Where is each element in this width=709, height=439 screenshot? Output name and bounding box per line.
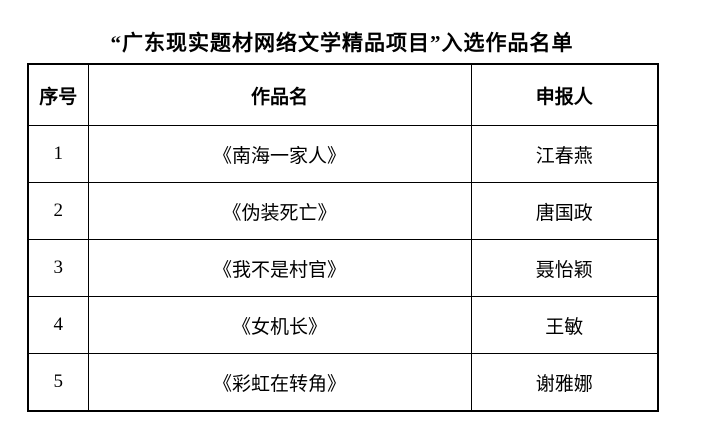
works-table: 序号 作品名 申报人 1 《南海一家人》 江春燕 2 《伪装死亡》 唐国政 3 … <box>27 63 659 412</box>
cell-work-title: 《伪装死亡》 <box>87 182 472 240</box>
cell-applicant: 唐国政 <box>470 182 659 240</box>
header-cell-applicant: 申报人 <box>470 63 659 126</box>
table-row: 3 《我不是村官》 聂怡颖 <box>27 239 659 297</box>
page-title: “广东现实题材网络文学精品项目”入选作品名单 <box>110 31 574 55</box>
header-cell-no: 序号 <box>27 63 89 126</box>
cell-no: 4 <box>27 296 89 354</box>
table-row: 2 《伪装死亡》 唐国政 <box>27 182 659 240</box>
cell-no: 5 <box>27 353 89 412</box>
table-header-row: 序号 作品名 申报人 <box>27 63 659 126</box>
cell-applicant: 江春燕 <box>470 125 659 183</box>
cell-applicant: 聂怡颖 <box>470 239 659 297</box>
cell-work-title: 《彩虹在转角》 <box>87 353 472 412</box>
cell-work-title: 《我不是村官》 <box>87 239 472 297</box>
table-row: 1 《南海一家人》 江春燕 <box>27 125 659 183</box>
table-row: 5 《彩虹在转角》 谢雅娜 <box>27 353 659 412</box>
table-row: 4 《女机长》 王敏 <box>27 296 659 354</box>
cell-work-title: 《女机长》 <box>87 296 472 354</box>
cell-applicant: 王敏 <box>470 296 659 354</box>
header-cell-work: 作品名 <box>87 63 472 126</box>
cell-no: 3 <box>27 239 89 297</box>
cell-no: 2 <box>27 182 89 240</box>
cell-no: 1 <box>27 125 89 183</box>
cell-work-title: 《南海一家人》 <box>87 125 472 183</box>
cell-applicant: 谢雅娜 <box>470 353 659 412</box>
